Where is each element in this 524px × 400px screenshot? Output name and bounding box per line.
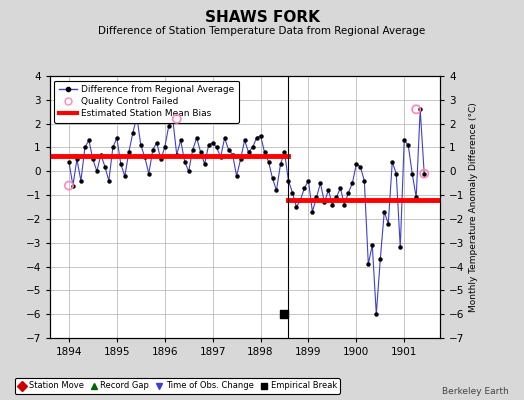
Legend: Difference from Regional Average, Quality Control Failed, Estimated Station Mean: Difference from Regional Average, Qualit… bbox=[54, 80, 239, 123]
Text: Berkeley Earth: Berkeley Earth bbox=[442, 387, 508, 396]
Y-axis label: Monthly Temperature Anomaly Difference (°C): Monthly Temperature Anomaly Difference (… bbox=[469, 102, 478, 312]
Text: Difference of Station Temperature Data from Regional Average: Difference of Station Temperature Data f… bbox=[99, 26, 425, 36]
Point bbox=[172, 116, 181, 122]
Legend: Station Move, Record Gap, Time of Obs. Change, Empirical Break: Station Move, Record Gap, Time of Obs. C… bbox=[15, 378, 340, 394]
Point bbox=[280, 311, 289, 317]
Point bbox=[420, 170, 429, 177]
Point bbox=[65, 182, 73, 189]
Text: SHAWS FORK: SHAWS FORK bbox=[204, 10, 320, 25]
Point bbox=[412, 106, 420, 112]
